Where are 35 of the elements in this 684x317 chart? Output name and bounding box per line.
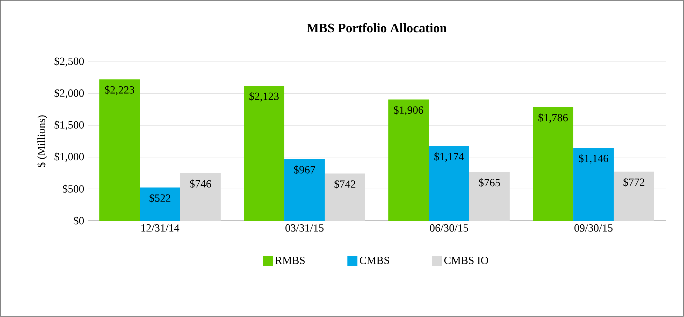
data-label: $746 [190,180,212,189]
bar [100,80,140,221]
y-tick-label: $1,000 [54,152,84,162]
chart-title: MBS Portfolio Allocation [307,23,447,33]
legend-label: RMBS [275,256,305,264]
data-label: $1,906 [394,106,424,116]
bar [429,146,470,221]
bar [284,159,325,221]
bar [140,188,180,221]
y-tick-label: $1,500 [54,120,84,130]
data-label: $2,123 [250,92,279,102]
bar [533,107,574,221]
legend-label: CMBS IO [444,256,488,264]
data-label: $1,174 [434,152,464,162]
legend-label: CMBS [360,256,390,264]
data-label: $742 [334,180,356,189]
data-label: $1,786 [538,114,568,124]
y-tick-label: $0 [74,216,84,226]
bar [244,86,285,221]
y-axis-title: $ (Millions) [37,116,48,168]
bar [388,100,430,221]
data-label: $772 [624,178,645,187]
x-tick-label: 03/31/15 [286,224,324,232]
x-tick-label: 12/31/14 [142,224,180,232]
data-label: $967 [294,166,316,174]
x-tick-label: 09/30/15 [574,224,613,232]
y-tick-label: $500 [63,184,84,194]
data-label: $765 [479,178,500,188]
y-tick-label: $2,000 [54,88,84,99]
data-label: $2,223 [105,86,134,96]
bar [574,148,614,221]
data-label: $1,146 [579,154,608,164]
x-tick-label: 06/30/15 [430,224,468,232]
y-tick-label: $2,500 [54,57,84,67]
data-label: $522 [150,194,171,203]
